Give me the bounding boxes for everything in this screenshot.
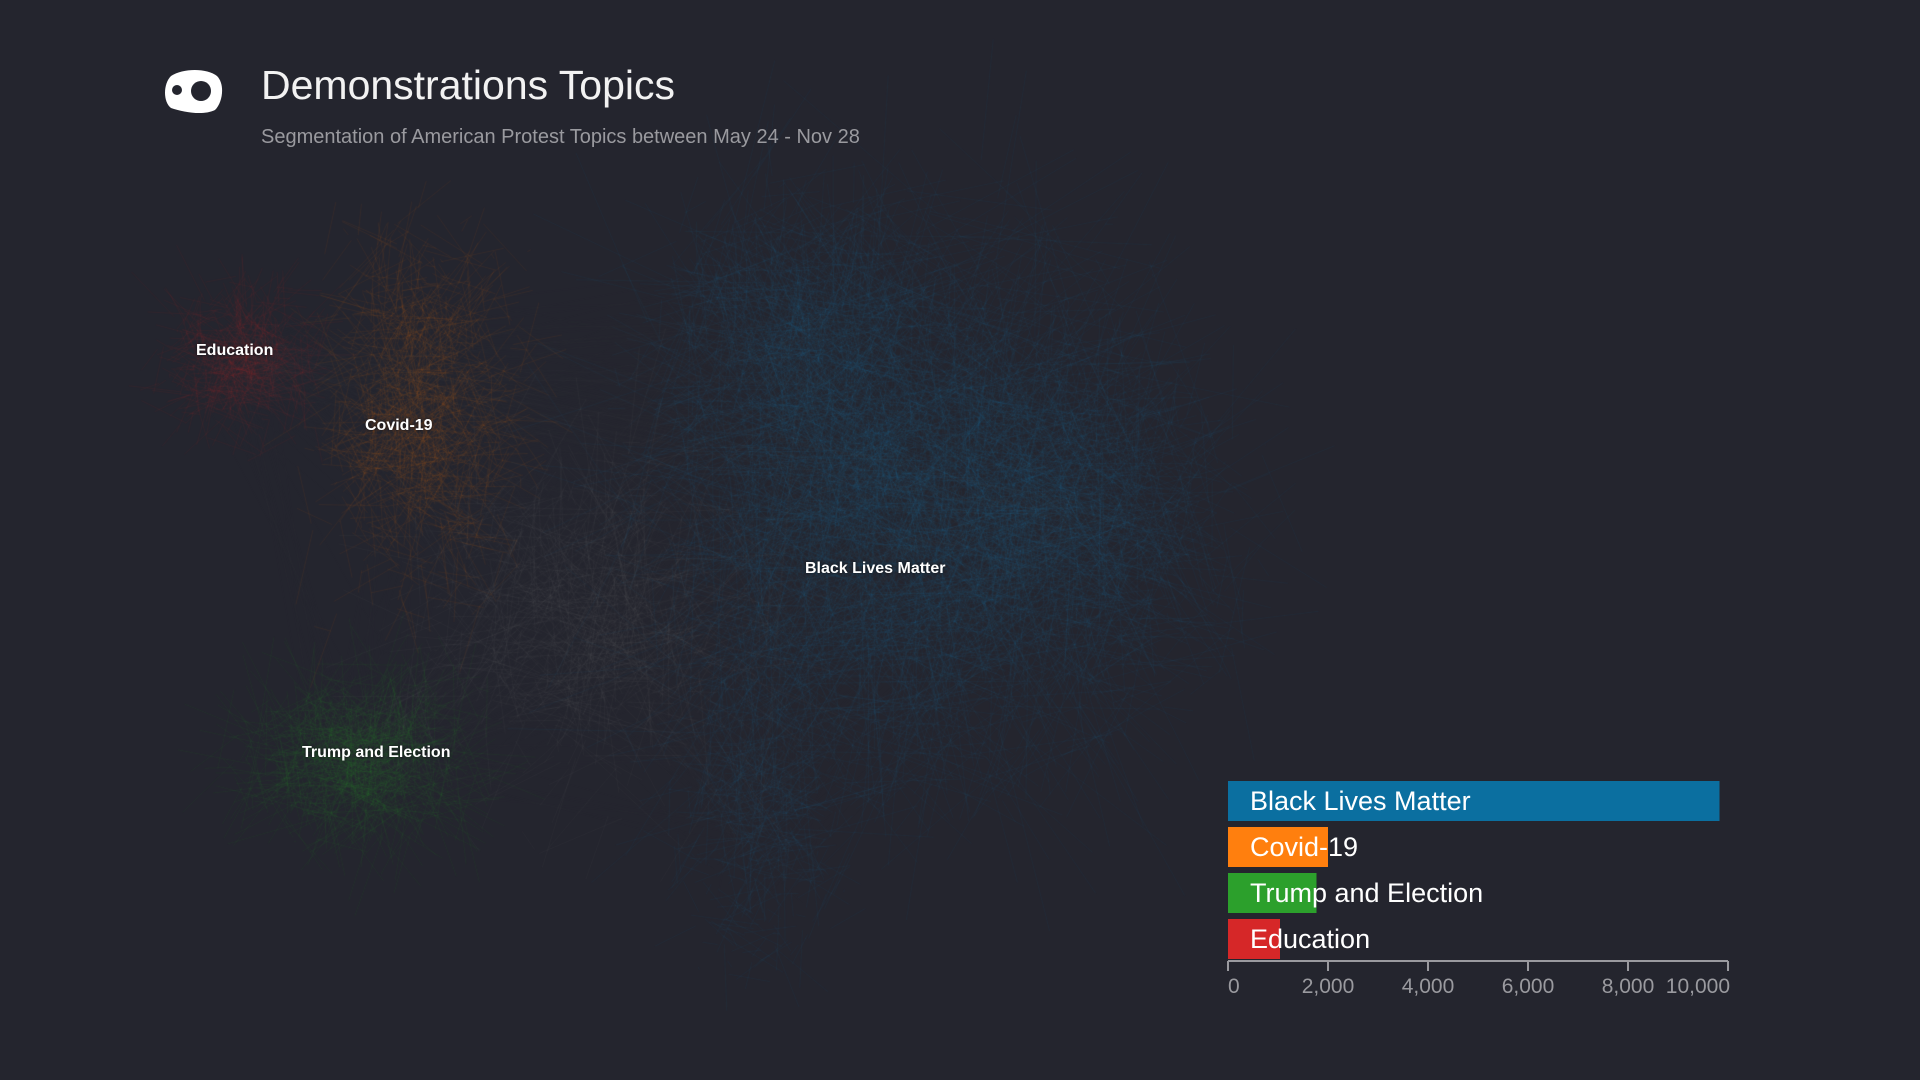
cluster-label-education: Education <box>196 342 274 359</box>
eye-mask-logo-icon <box>165 70 223 114</box>
cluster-label-blm: Black Lives Matter <box>805 560 946 577</box>
bar-label: Black Lives Matter <box>1250 786 1471 816</box>
cluster-label-covid: Covid-19 <box>365 417 433 434</box>
x-tick-label: 2,000 <box>1302 975 1355 998</box>
page-title: Demonstrations Topics <box>261 62 675 108</box>
bar <box>1228 873 1317 913</box>
x-tick-label: 8,000 <box>1602 975 1655 998</box>
bar <box>1228 827 1328 867</box>
cluster-label-trump: Trump and Election <box>302 744 451 761</box>
topic-count-bar-chart: Black Lives Matter Covid-19 Trump and Elec… <box>1227 781 1730 998</box>
x-tick-label: 10,000 <box>1666 975 1730 998</box>
bar-label: Covid-19 <box>1250 832 1358 862</box>
x-tick-label: 0 <box>1228 975 1240 998</box>
page-subtitle: Segmentation of American Protest Topics … <box>261 126 860 148</box>
bar <box>1228 919 1280 959</box>
x-tick-label: 6,000 <box>1502 975 1555 998</box>
bar-label: Trump and Election <box>1250 878 1483 908</box>
x-tick-label: 4,000 <box>1402 975 1455 998</box>
bar-label: Education <box>1250 924 1370 954</box>
bar <box>1228 781 1720 821</box>
